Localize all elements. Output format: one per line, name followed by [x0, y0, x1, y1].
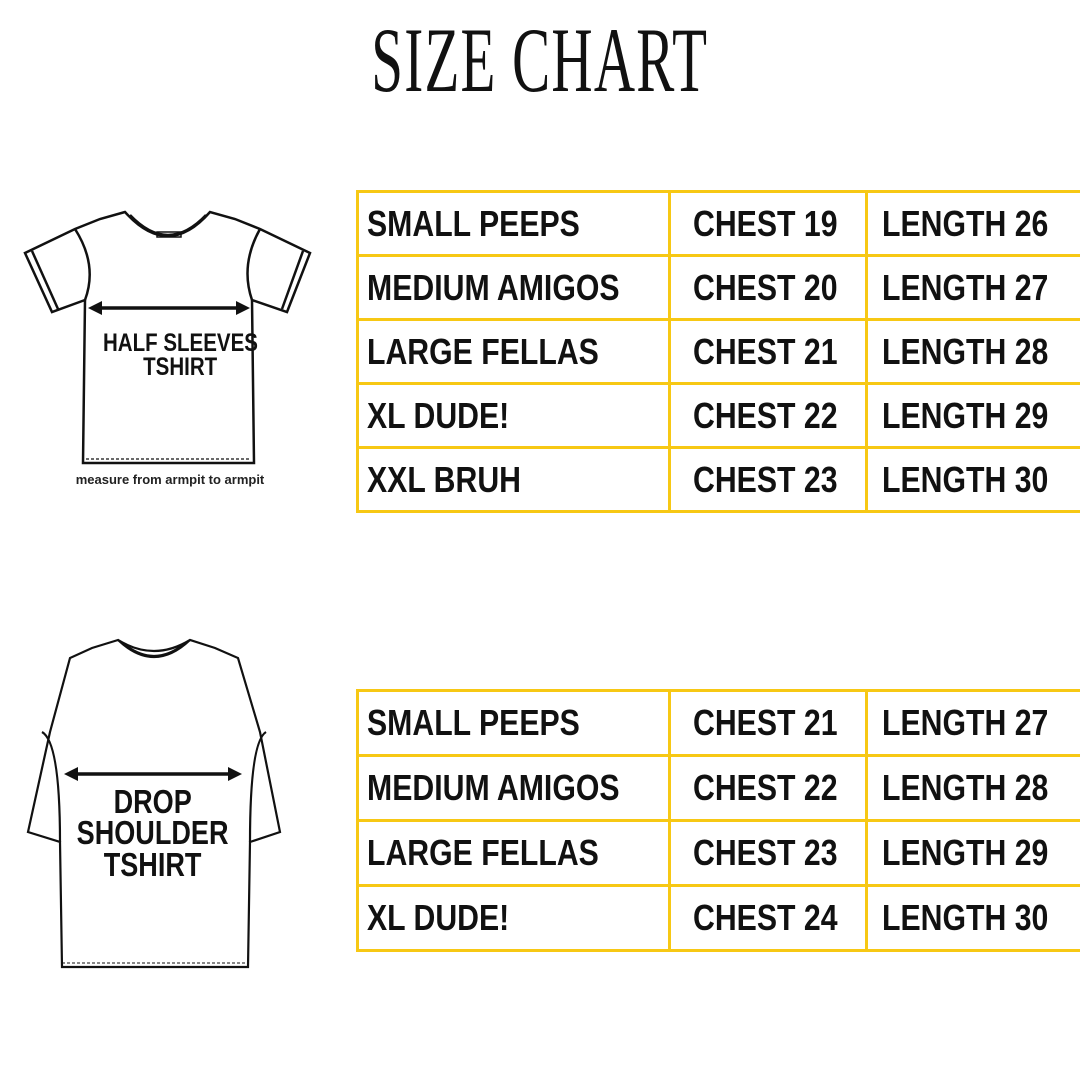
size-cell: SMALL PEEPS [356, 190, 671, 257]
label-line: HALF SLEEVES [102, 329, 258, 357]
size-cell: XXL BRUH [356, 446, 671, 513]
cell-text: XL DUDE! [367, 394, 510, 436]
cell-text: SMALL PEEPS [367, 202, 580, 244]
cell-text: LENGTH 30 [881, 897, 1049, 938]
page-title: SIZE CHART [0, 14, 1080, 106]
size-cell: LARGE FELLAS [356, 819, 671, 887]
length-cell: LENGTH 27 [864, 254, 1080, 321]
length-cell: LENGTH 26 [864, 190, 1080, 257]
cell-text: MEDIUM AMIGOS [367, 767, 620, 808]
size-cell: SMALL PEEPS [356, 689, 671, 757]
cell-text: SMALL PEEPS [367, 702, 580, 743]
cell-text: LENGTH 27 [881, 702, 1049, 743]
size-cell: LARGE FELLAS [356, 318, 671, 385]
cell-text: MEDIUM AMIGOS [367, 266, 620, 308]
half-sleeve-tshirt-icon [23, 210, 312, 465]
cell-text: CHEST 20 [692, 266, 838, 308]
measure-note: measure from armpit to armpit [75, 472, 265, 487]
label-line: TSHIRT [103, 845, 202, 883]
cell-text: CHEST 19 [692, 202, 838, 244]
length-cell: LENGTH 30 [864, 884, 1080, 952]
table-row: XL DUDE! CHEST 22 LENGTH 29 [356, 382, 1080, 449]
cell-text: LARGE FELLAS [367, 832, 599, 873]
cell-text: CHEST 24 [692, 897, 838, 938]
table-row: SMALL PEEPS CHEST 19 LENGTH 26 [356, 190, 1080, 257]
cell-text: XXL BRUH [367, 458, 522, 500]
chest-cell: CHEST 22 [667, 382, 868, 449]
chest-cell: CHEST 22 [667, 754, 868, 822]
chest-cell: CHEST 19 [667, 190, 868, 257]
cell-text: LENGTH 28 [881, 330, 1049, 372]
cell-text: LENGTH 28 [881, 767, 1049, 808]
half-sleeve-size-table: SMALL PEEPS CHEST 19 LENGTH 26 MEDIUM AMIG… [356, 190, 1080, 513]
half-sleeve-label: HALF SLEEVES TSHIRT [60, 329, 300, 381]
title-text: SIZE CHART [371, 9, 709, 111]
chest-cell: CHEST 23 [667, 819, 868, 887]
table-row: LARGE FELLAS CHEST 21 LENGTH 28 [356, 318, 1080, 385]
drop-shoulder-tshirt-icon [26, 638, 282, 969]
length-cell: LENGTH 30 [864, 446, 1080, 513]
cell-text: LENGTH 26 [881, 202, 1049, 244]
chest-cell: CHEST 21 [667, 689, 868, 757]
chest-cell: CHEST 20 [667, 254, 868, 321]
length-cell: LENGTH 27 [864, 689, 1080, 757]
cell-text: LARGE FELLAS [367, 330, 599, 372]
chest-cell: CHEST 21 [667, 318, 868, 385]
cell-text: LENGTH 29 [881, 832, 1049, 873]
size-cell: MEDIUM AMIGOS [356, 754, 671, 822]
table-row: XXL BRUH CHEST 23 LENGTH 30 [356, 446, 1080, 513]
size-cell: XL DUDE! [356, 382, 671, 449]
size-cell: XL DUDE! [356, 884, 671, 952]
drop-shoulder-label: DROP SHOULDER TSHIRT [30, 783, 275, 883]
cell-text: CHEST 23 [692, 832, 838, 873]
table-row: SMALL PEEPS CHEST 21 LENGTH 27 [356, 689, 1080, 757]
cell-text: CHEST 21 [692, 702, 838, 743]
length-cell: LENGTH 29 [864, 819, 1080, 887]
cell-text: CHEST 21 [692, 330, 838, 372]
cell-text: CHEST 22 [692, 767, 838, 808]
label-line: TSHIRT [142, 352, 218, 381]
label-line: SHOULDER [76, 814, 229, 852]
cell-text: LENGTH 27 [881, 266, 1049, 308]
table-row: XL DUDE! CHEST 24 LENGTH 30 [356, 884, 1080, 952]
size-cell: MEDIUM AMIGOS [356, 254, 671, 321]
cell-text: CHEST 23 [692, 458, 838, 500]
length-cell: LENGTH 28 [864, 754, 1080, 822]
length-cell: LENGTH 29 [864, 382, 1080, 449]
cell-text: XL DUDE! [367, 897, 510, 938]
table-row: MEDIUM AMIGOS CHEST 22 LENGTH 28 [356, 754, 1080, 822]
chest-cell: CHEST 24 [667, 884, 868, 952]
chest-cell: CHEST 23 [667, 446, 868, 513]
cell-text: LENGTH 30 [881, 458, 1049, 500]
cell-text: CHEST 22 [692, 394, 838, 436]
table-row: MEDIUM AMIGOS CHEST 20 LENGTH 27 [356, 254, 1080, 321]
cell-text: LENGTH 29 [881, 394, 1049, 436]
label-line: DROP [113, 783, 192, 820]
table-row: LARGE FELLAS CHEST 23 LENGTH 29 [356, 819, 1080, 887]
length-cell: LENGTH 28 [864, 318, 1080, 385]
drop-shoulder-size-table: SMALL PEEPS CHEST 21 LENGTH 27 MEDIUM AMIG… [356, 689, 1080, 952]
